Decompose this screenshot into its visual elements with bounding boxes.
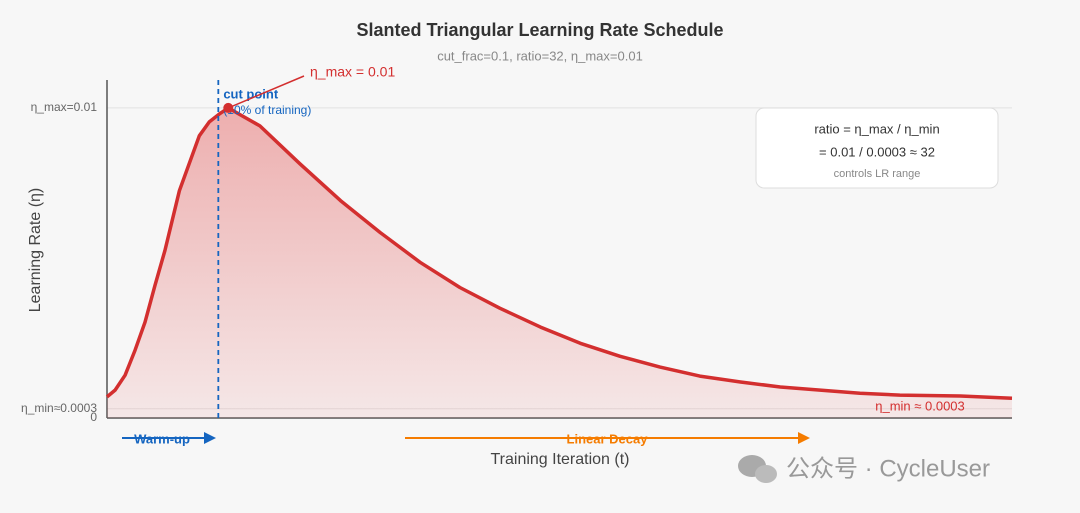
arrow-head	[798, 432, 810, 444]
chart-title: Slanted Triangular Learning Rate Schedul…	[356, 20, 723, 40]
chart-subtitle: cut_frac=0.1, ratio=32, η_max=0.01	[437, 48, 643, 63]
phase-arrows: Warm-up Linear Decay	[122, 431, 810, 446]
y-tick-label: η_max=0.01	[31, 100, 98, 114]
box-frame	[755, 107, 999, 189]
y-axis-label: Learning Rate (η)	[27, 188, 44, 313]
line	[105, 106, 1013, 400]
x-axis-label: Training Iteration (t)	[490, 451, 629, 468]
ratio-box: ratio = η_max / η_min = 0.01 / 0.0003 ≈ …	[755, 107, 999, 189]
box-text: ratio = η_max / η_min	[814, 121, 939, 136]
box-text: controls LR range	[834, 168, 921, 180]
cut-label: cut point	[223, 86, 279, 101]
box-text: = 0.01 / 0.0003 ≈ 32	[819, 144, 935, 159]
watermark-icon	[755, 465, 777, 483]
peak-label: η_max = 0.01	[310, 64, 395, 80]
min-label: η_min ≈ 0.0003	[875, 398, 965, 413]
watermark-text: 公众号 · CycleUser	[786, 455, 990, 482]
peak-point	[223, 102, 234, 113]
phase-label: Linear Decay	[567, 431, 649, 446]
watermark: 公众号 · CycleUser	[738, 455, 990, 483]
y-tick-label: η_min≈0.0003	[21, 401, 97, 415]
cut-sublabel: (10% of training)	[223, 103, 311, 117]
peak-pointer	[227, 75, 305, 109]
arrow-head	[204, 432, 216, 444]
area	[107, 107, 1012, 419]
phase-label: Warm-up	[134, 431, 190, 446]
y-tick-label: 0	[90, 410, 97, 424]
